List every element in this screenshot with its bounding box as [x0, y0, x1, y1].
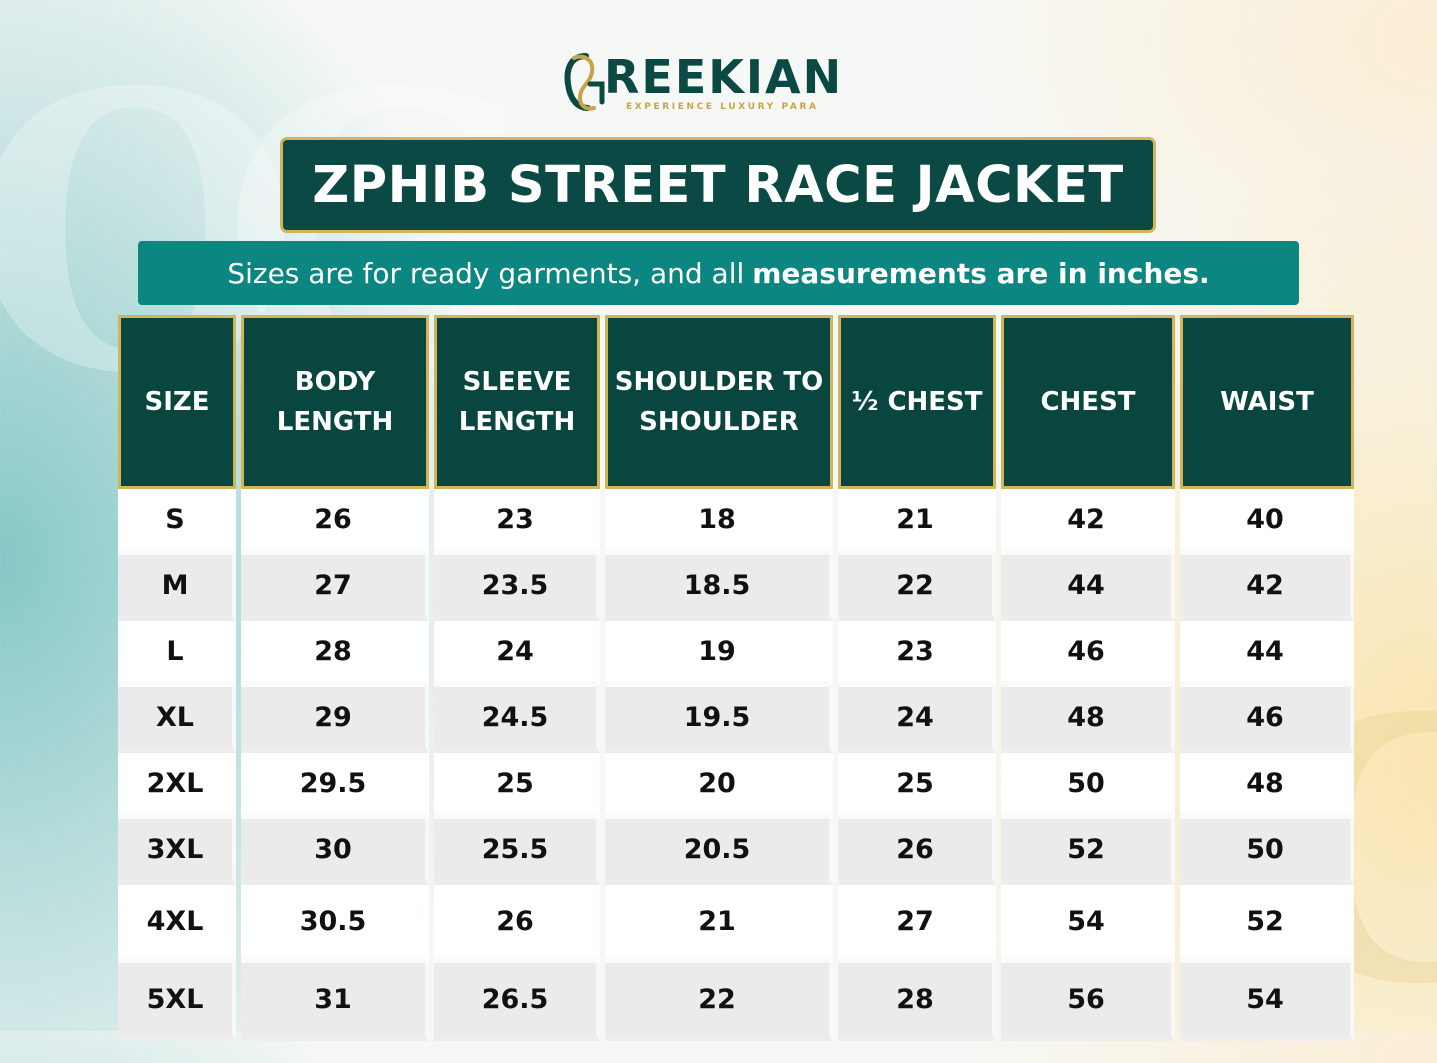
cell-half-chest: 26 [838, 819, 996, 885]
cell-chest: 50 [1001, 753, 1175, 819]
cell-sleeve-length: 25.5 [434, 819, 600, 885]
header-shoulder-line1: SHOULDER TO [614, 367, 824, 397]
cell-size: 3XL [118, 819, 236, 885]
size-chart-body: S 26 23 18 21 42 40 M 27 23.5 18.5 22 44 42 L 28 24 19 23 4… [118, 489, 1354, 1041]
cell-chest: 46 [1001, 621, 1175, 687]
cell-half-chest: 28 [838, 963, 996, 1041]
header-size-line1: SIZE [144, 387, 210, 417]
table-row: 5XL 31 26.5 22 28 56 54 [118, 963, 1354, 1041]
cell-sleeve-length: 23 [434, 489, 600, 555]
table-row: XL 29 24.5 19.5 24 48 46 [118, 687, 1354, 753]
cell-half-chest: 22 [838, 555, 996, 621]
header-sleeve-length: SLEEVE LENGTH [434, 315, 600, 489]
cell-waist: 52 [1180, 885, 1354, 963]
cell-body-length: 27 [241, 555, 429, 621]
brand-name: REEKIAN [604, 50, 844, 104]
cell-shoulder-to-shoulder: 18 [605, 489, 833, 555]
cell-body-length: 26 [241, 489, 429, 555]
cell-half-chest: 25 [838, 753, 996, 819]
cell-chest: 44 [1001, 555, 1175, 621]
header-half-chest: ½ CHEST [838, 315, 996, 489]
cell-shoulder-to-shoulder: 18.5 [605, 555, 833, 621]
cell-chest: 42 [1001, 489, 1175, 555]
header-body-length-line2: LENGTH [276, 407, 394, 437]
cell-waist: 54 [1180, 963, 1354, 1041]
header-sleeve-length-line1: SLEEVE [462, 367, 572, 397]
cell-size: XL [118, 687, 236, 753]
header-size: SIZE [118, 315, 236, 489]
header-half-chest-line1: ½ CHEST [851, 387, 983, 417]
header-shoulder-to-shoulder: SHOULDER TO SHOULDER [605, 315, 833, 489]
cell-size: L [118, 621, 236, 687]
cell-waist: 42 [1180, 555, 1354, 621]
cell-body-length: 30.5 [241, 885, 429, 963]
cell-body-length: 29.5 [241, 753, 429, 819]
product-title: ZPHIB STREET RACE JACKET [280, 137, 1156, 233]
cell-size: S [118, 489, 236, 555]
measurement-note-regular: Sizes are for ready garments, and all [227, 256, 745, 290]
cell-chest: 56 [1001, 963, 1175, 1041]
header-waist-line1: WAIST [1220, 387, 1314, 417]
cell-waist: 44 [1180, 621, 1354, 687]
cell-body-length: 28 [241, 621, 429, 687]
cell-body-length: 30 [241, 819, 429, 885]
table-row: 4XL 30.5 26 21 27 54 52 [118, 885, 1354, 963]
cell-size: 4XL [118, 885, 236, 963]
cell-chest: 48 [1001, 687, 1175, 753]
size-chart-header-row: SIZE BODY LENGTH SLEEVE LENGTH SHOULDER TO… [118, 315, 1354, 489]
cell-shoulder-to-shoulder: 19 [605, 621, 833, 687]
cell-sleeve-length: 25 [434, 753, 600, 819]
table-row: M 27 23.5 18.5 22 44 42 [118, 555, 1354, 621]
header-body-length-line1: BODY [294, 367, 376, 397]
cell-shoulder-to-shoulder: 19.5 [605, 687, 833, 753]
logo-monogram-icon [564, 53, 605, 111]
cell-size: M [118, 555, 236, 621]
cell-sleeve-length: 26 [434, 885, 600, 963]
cell-sleeve-length: 24 [434, 621, 600, 687]
cell-body-length: 29 [241, 687, 429, 753]
table-row: L 28 24 19 23 46 44 [118, 621, 1354, 687]
cell-sleeve-length: 23.5 [434, 555, 600, 621]
cell-sleeve-length: 24.5 [434, 687, 600, 753]
product-title-text: ZPHIB STREET RACE JACKET [312, 155, 1124, 215]
table-row: 3XL 30 25.5 20.5 26 52 50 [118, 819, 1354, 885]
header-chest: CHEST [1001, 315, 1175, 489]
table-row: S 26 23 18 21 42 40 [118, 489, 1354, 555]
cell-size: 2XL [118, 753, 236, 819]
cell-shoulder-to-shoulder: 22 [605, 963, 833, 1041]
header-waist: WAIST [1180, 315, 1354, 489]
header-shoulder-line2: SHOULDER [639, 407, 799, 437]
cell-sleeve-length: 26.5 [434, 963, 600, 1041]
cell-chest: 54 [1001, 885, 1175, 963]
cell-waist: 48 [1180, 753, 1354, 819]
cell-half-chest: 24 [838, 687, 996, 753]
cell-waist: 46 [1180, 687, 1354, 753]
cell-body-length: 31 [241, 963, 429, 1041]
cell-half-chest: 23 [838, 621, 996, 687]
cell-waist: 40 [1180, 489, 1354, 555]
cell-chest: 52 [1001, 819, 1175, 885]
cell-half-chest: 21 [838, 489, 996, 555]
brand-logo: REEKIAN EXPERIENCE LUXURY PARA [560, 48, 880, 118]
header-sleeve-length-line2: LENGTH [458, 407, 576, 437]
header-chest-line1: CHEST [1040, 387, 1136, 417]
cell-half-chest: 27 [838, 885, 996, 963]
cell-shoulder-to-shoulder: 21 [605, 885, 833, 963]
table-row: 2XL 29.5 25 20 25 50 48 [118, 753, 1354, 819]
cell-shoulder-to-shoulder: 20 [605, 753, 833, 819]
header-body-length: BODY LENGTH [241, 315, 429, 489]
measurement-note-bold: measurements are in inches. [752, 256, 1210, 290]
cell-shoulder-to-shoulder: 20.5 [605, 819, 833, 885]
measurement-note: Sizes are for ready garments, and all me… [138, 241, 1299, 305]
cell-size: 5XL [118, 963, 236, 1041]
size-chart-table: SIZE BODY LENGTH SLEEVE LENGTH SHOULDER TO… [118, 315, 1354, 1041]
brand-tagline: EXPERIENCE LUXURY PARA [626, 102, 819, 112]
cell-waist: 50 [1180, 819, 1354, 885]
